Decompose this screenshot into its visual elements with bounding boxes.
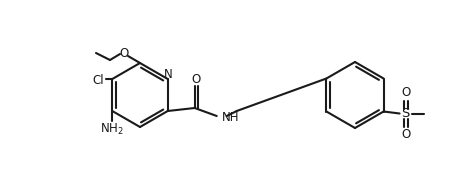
Text: O: O bbox=[120, 46, 129, 60]
Text: N: N bbox=[164, 68, 173, 80]
Text: NH$_2$: NH$_2$ bbox=[100, 122, 124, 137]
Text: O: O bbox=[401, 128, 410, 141]
Text: S: S bbox=[401, 107, 410, 120]
Text: Cl: Cl bbox=[93, 73, 104, 87]
Text: NH: NH bbox=[222, 111, 239, 123]
Text: O: O bbox=[401, 86, 410, 99]
Text: O: O bbox=[191, 73, 201, 86]
